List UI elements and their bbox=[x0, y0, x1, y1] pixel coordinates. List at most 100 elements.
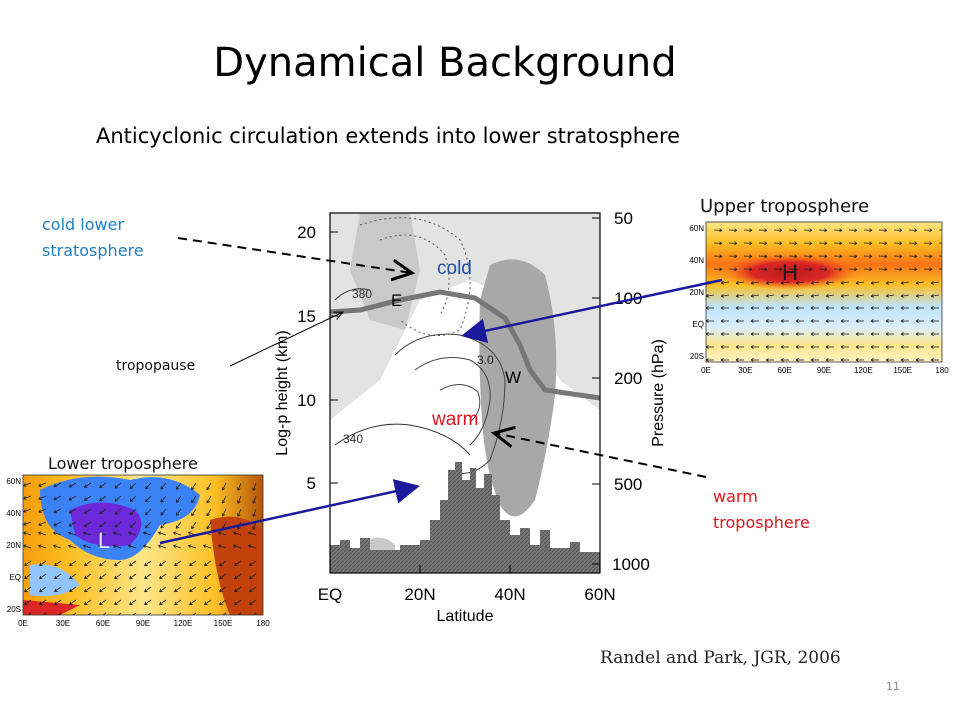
wind-vector-head bbox=[855, 281, 860, 285]
wind-vector-head bbox=[188, 544, 192, 549]
wind-vector bbox=[114, 573, 122, 580]
wind-vector-head bbox=[870, 294, 875, 298]
wind-vector-head bbox=[750, 345, 754, 349]
wind-vector-head bbox=[750, 358, 754, 362]
wind-vector bbox=[38, 495, 47, 500]
wind-vector-head bbox=[98, 544, 102, 549]
wind-vector-head bbox=[234, 601, 238, 606]
slide-subtitle: Anticyclonic circulation extends into lo… bbox=[96, 124, 681, 148]
wind-vector-head bbox=[114, 511, 118, 515]
wind-vector bbox=[128, 545, 137, 549]
wind-vector-head bbox=[884, 267, 888, 272]
lat-tick-label: 40N bbox=[689, 256, 704, 265]
wind-vector bbox=[916, 294, 925, 297]
wind-vector bbox=[84, 495, 92, 501]
wind-vector bbox=[219, 573, 227, 580]
wind-vector bbox=[99, 495, 107, 502]
wind-vector-head bbox=[720, 294, 725, 298]
wind-vector bbox=[114, 599, 122, 606]
wind-vector bbox=[222, 482, 227, 491]
map-frame bbox=[705, 221, 943, 363]
wind-vector bbox=[114, 586, 122, 593]
contour-380-label: 380 bbox=[352, 287, 372, 301]
wind-vector-head bbox=[189, 562, 193, 567]
high-label: H bbox=[782, 260, 798, 285]
wind-vector-head bbox=[145, 485, 149, 490]
wind-vector bbox=[174, 599, 182, 606]
dark-shading-column bbox=[479, 259, 557, 517]
wind-vector-head bbox=[145, 524, 149, 529]
wind-vector-head bbox=[706, 306, 709, 310]
wind-vector bbox=[23, 482, 32, 487]
wind-vector-head bbox=[237, 513, 241, 517]
x-tick-label: 60N bbox=[584, 585, 615, 604]
wind-vector bbox=[54, 599, 62, 606]
wind-vector-head bbox=[884, 254, 888, 259]
wind-vector-head bbox=[900, 319, 904, 323]
wind-vector-head bbox=[174, 575, 178, 580]
lon-tick-label: 60E bbox=[96, 619, 110, 628]
wind-vector bbox=[38, 545, 47, 549]
wind-vector-head bbox=[129, 575, 133, 580]
lat-tick-label: 20N bbox=[6, 541, 21, 550]
lat-tick-label: 60N bbox=[6, 477, 21, 486]
wind-vector-head bbox=[764, 267, 768, 272]
wind-vector bbox=[191, 521, 197, 529]
wind-vector-head bbox=[809, 228, 813, 233]
wind-vector-head bbox=[99, 588, 103, 593]
contour-380 bbox=[334, 288, 371, 301]
wind-vector-head bbox=[900, 332, 904, 336]
wind-vector-head bbox=[69, 562, 73, 567]
lower-troposphere-map: L 60N 40N 20N EQ 20S 0E 30E 60E 90E 120E 150E 180 bbox=[6, 474, 270, 628]
wind-vector-head bbox=[189, 588, 193, 593]
wind-vector-head bbox=[915, 306, 919, 310]
wind-vector-head bbox=[99, 484, 103, 489]
wind-vector-head bbox=[252, 500, 256, 504]
wind-vector bbox=[114, 508, 122, 515]
wind-vector-head bbox=[99, 510, 103, 515]
wind-vector-head bbox=[765, 332, 769, 336]
wind-vector bbox=[129, 508, 137, 515]
wind-vector bbox=[901, 294, 910, 297]
wind-vector bbox=[38, 532, 47, 536]
wind-vector-head bbox=[720, 319, 724, 323]
wind-vector bbox=[931, 281, 940, 284]
lon-tick-label: 30E bbox=[56, 619, 70, 628]
wind-vector-head bbox=[825, 281, 830, 285]
wind-vector-head bbox=[221, 500, 226, 504]
wind-vector bbox=[84, 586, 92, 593]
wind-vector bbox=[54, 560, 62, 567]
wind-vector-head bbox=[84, 588, 88, 593]
wind-vector-head bbox=[129, 524, 134, 528]
wind-vector-head bbox=[720, 281, 725, 285]
lat-tick-label: 40N bbox=[6, 509, 21, 518]
solid-contour bbox=[414, 357, 491, 446]
wind-vector bbox=[23, 545, 32, 549]
wind-vector bbox=[54, 586, 62, 593]
wind-vector bbox=[98, 545, 107, 549]
wind-vector-head bbox=[53, 496, 57, 501]
wind-vector-head bbox=[809, 241, 813, 246]
wind-vector-head bbox=[720, 358, 724, 362]
wind-vector-head bbox=[749, 267, 753, 272]
wind-vector bbox=[188, 545, 197, 549]
wind-vector-head bbox=[128, 531, 132, 536]
upper-troposphere-label: Upper troposphere bbox=[700, 196, 870, 217]
wind-vector bbox=[117, 612, 122, 615]
x-tick-label: EQ bbox=[318, 585, 343, 604]
wind-vector-head bbox=[765, 358, 769, 362]
wind-vector-head bbox=[825, 306, 829, 310]
wind-vector-head bbox=[23, 509, 27, 513]
lon-ticks: 0E 30E 60E 90E 120E 150E 180 bbox=[701, 366, 949, 375]
lat-ticks: 60N 40N 20N EQ 20S bbox=[689, 224, 704, 361]
wind-vector-head bbox=[795, 281, 800, 285]
wind-vector-head bbox=[234, 575, 238, 580]
y-right-tick-label: 500 bbox=[614, 475, 642, 494]
wind-vector-head bbox=[734, 267, 738, 272]
wind-vector-head bbox=[795, 319, 799, 323]
wind-vector bbox=[175, 508, 182, 516]
wind-vector-head bbox=[219, 562, 223, 567]
wind-vector bbox=[249, 599, 257, 606]
wind-vector-head bbox=[779, 267, 783, 272]
wind-vector bbox=[204, 586, 212, 593]
